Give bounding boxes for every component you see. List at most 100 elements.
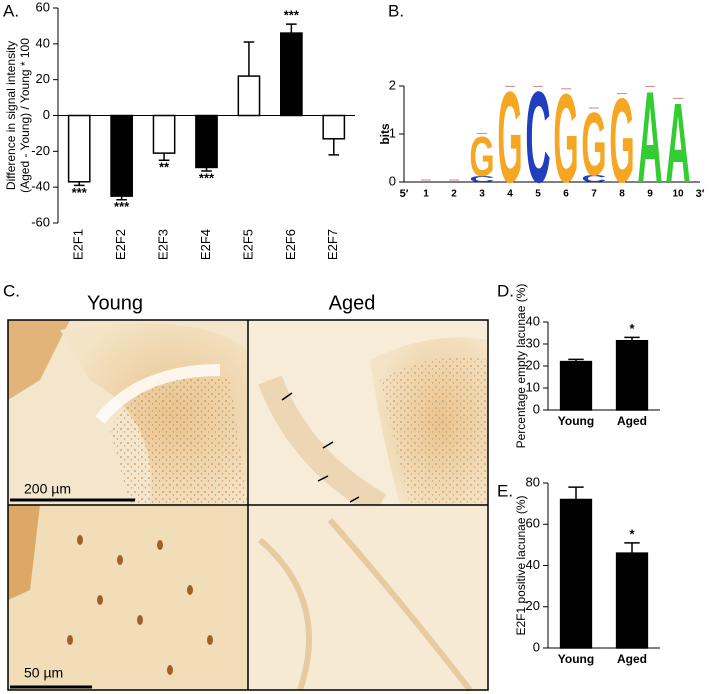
bar (152, 114, 176, 154)
significance: *** (199, 170, 215, 185)
error-bar (286, 23, 297, 34)
significance: * (629, 321, 635, 336)
x-tick-label: 7 (591, 189, 597, 200)
x-tick-label: E2F7 (325, 229, 340, 260)
bar (110, 114, 133, 197)
logo-letter: C (469, 175, 495, 184)
y-tick-label: 0 (389, 173, 396, 188)
logo-letter: A (637, 64, 662, 210)
y-tick-label: 80 (526, 474, 540, 489)
micrograph (8, 505, 248, 690)
panel-label: D. (497, 281, 514, 300)
x-tick-label: Aged (617, 414, 647, 428)
x-tick-label: 10 (672, 189, 684, 200)
tissue (110, 375, 248, 505)
tissue (8, 320, 70, 400)
logo-letter: G (469, 126, 494, 189)
y-tick-label: 0 (533, 401, 540, 416)
tissue (8, 505, 40, 600)
significance: *** (284, 8, 300, 23)
significance: ** (159, 160, 170, 175)
y-tick-label: 2 (389, 77, 396, 92)
x-tick-label: Young (558, 652, 594, 666)
logo-letter: G (497, 64, 522, 210)
y-tick-label: 60 (526, 516, 540, 531)
y-axis-label: Percentage empty lacunae (%) (514, 284, 528, 449)
y-tick-label: 10 (526, 379, 540, 394)
x-tick-label: E2F4 (198, 229, 213, 260)
micrograph-panel: C. Young Aged 200 µm 50 µm (3, 281, 489, 692)
scale-bar-label: 50 µm (24, 665, 63, 681)
x-tick-label: Aged (617, 652, 647, 666)
logo-letter: A (665, 80, 690, 207)
y-tick-label: 20 (526, 598, 540, 613)
y-tick-label: -20 (31, 143, 50, 158)
significance: *** (72, 185, 88, 200)
significance: * (629, 526, 635, 541)
error-bar (116, 196, 127, 201)
tissue (380, 357, 488, 505)
x-tick-label: 2 (451, 189, 457, 200)
x-tick-label: 6 (563, 189, 569, 200)
y-axis-label: (Aged - Young) / Young * 100 (18, 38, 32, 193)
y-tick-label: 40 (526, 313, 540, 328)
y-axis-label: bits (378, 123, 392, 145)
significance: *** (114, 199, 130, 214)
column-title: Aged (329, 292, 376, 314)
y-tick-label: -60 (31, 214, 50, 229)
x-tick-label: 3 (479, 189, 485, 200)
x-tick-label: 4 (507, 189, 513, 200)
x-tick-label: 9 (647, 189, 653, 200)
bar (559, 360, 593, 411)
error-bar (73, 181, 85, 187)
y-tick-label: -40 (31, 179, 50, 194)
error-bar (243, 41, 255, 77)
logo-letter: C (525, 64, 550, 210)
x-tick-label: E2F5 (240, 229, 255, 260)
error-bar (158, 153, 170, 162)
error-bar (328, 138, 340, 156)
x-tick-label: 5 (535, 189, 541, 200)
arrows (281, 392, 360, 503)
x-tick-label: E2F1 (71, 229, 86, 260)
y-tick-label: 0 (43, 107, 50, 122)
y-axis-label: Difference in signal intensity (4, 41, 18, 190)
y-axis-label: E2F1 positive lacunae (%) (514, 495, 528, 635)
y-tick-label: 40 (526, 557, 540, 572)
y-tick-label: 30 (526, 335, 540, 350)
logo-letter: G (553, 67, 578, 209)
bar (280, 32, 303, 117)
panel-label: C. (3, 281, 20, 300)
tissue (258, 518, 473, 692)
y-tick-label: 0 (533, 639, 540, 654)
cells (67, 535, 213, 675)
y-tick-label: 60 (36, 0, 50, 14)
y-tick-label: 1 (389, 125, 396, 140)
x-tick-label: Young (558, 414, 594, 428)
error-bar (201, 167, 212, 172)
x-tick-label: 1 (423, 189, 429, 200)
x-tick-label: E2F3 (156, 229, 171, 260)
bar (322, 114, 346, 140)
y-tick-label: 20 (36, 71, 50, 86)
x-tick-label: E2F6 (283, 229, 298, 260)
x-tick-label: 8 (619, 189, 625, 200)
logo-letter: G (581, 95, 606, 195)
tissue (95, 364, 221, 424)
error-bar (568, 486, 584, 500)
x-tick-label: E2F2 (113, 229, 128, 260)
y-tick-label: 40 (36, 35, 50, 50)
bar (559, 498, 593, 649)
logo-letter: G (609, 74, 634, 208)
y-tick-label: 20 (526, 357, 540, 372)
error-bar (568, 358, 584, 362)
x-end-label: 3′ (696, 188, 705, 200)
panel-label: A. (3, 1, 19, 20)
panel-label: E. (497, 481, 513, 500)
error-bar (624, 336, 640, 341)
column-title: Young (87, 292, 143, 314)
logo-letter: C (581, 174, 606, 185)
bar (67, 114, 91, 183)
x-end-label: 5′ (400, 188, 409, 200)
